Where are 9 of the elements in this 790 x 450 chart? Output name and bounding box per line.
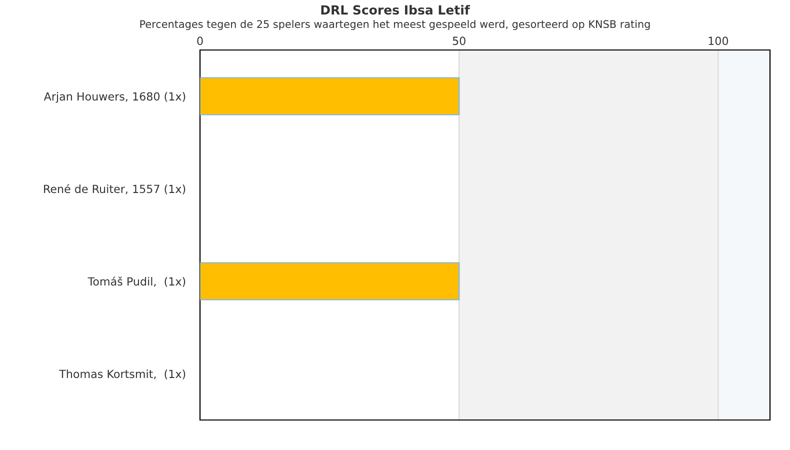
x-tick-label: 0: [197, 36, 203, 46]
x-tick-label: 100: [708, 36, 728, 46]
y-tick-label: Tomáš Pudil, (1x): [88, 276, 186, 287]
chart-subtitle: Percentages tegen de 25 spelers waartegen het meest gespeeld werd, gesorteerd op KNSB rating: [140, 20, 650, 30]
y-tick-label: Thomas Kortsmit, (1x): [59, 370, 186, 380]
chart-title: DRL Scores Ibsa Letif: [321, 4, 470, 15]
x-tick-label: 50: [452, 36, 466, 46]
y-tick-label: Arjan Houwers, 1680 (1x): [44, 92, 186, 103]
y-tick-label: René de Ruiter, 1557 (1x): [44, 184, 186, 194]
